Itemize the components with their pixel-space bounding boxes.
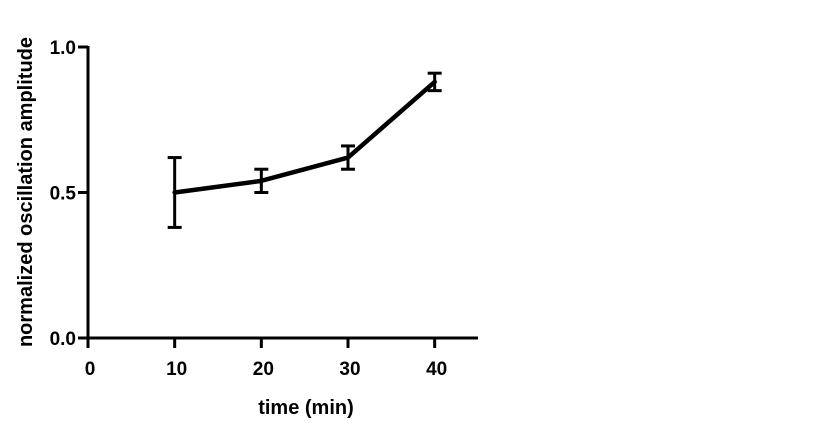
- x-tick-label: 10: [166, 359, 187, 380]
- series-line: [172, 79, 437, 195]
- y-tick-label: 0.0: [50, 329, 76, 350]
- error-bars: [167, 71, 442, 229]
- data-point: [346, 155, 350, 160]
- x-tick-label: 30: [339, 359, 360, 380]
- x-tick-label: 0: [85, 359, 96, 380]
- x-tick-label: 40: [426, 359, 447, 380]
- y-axis-label: normalized oscillation amplitude: [15, 37, 37, 347]
- data-point: [259, 178, 264, 183]
- x-axis-label: time (min): [258, 397, 354, 419]
- x-axis-ticks: 0 10 20 30 40: [85, 338, 447, 380]
- axes: [86, 46, 478, 340]
- data-point: [172, 190, 177, 195]
- x-tick-label: 20: [253, 359, 274, 380]
- series-lines: [172, 79, 437, 195]
- y-tick-label: 1.0: [50, 38, 76, 59]
- data-point: [432, 79, 437, 84]
- y-tick-label: 0.5: [50, 184, 77, 205]
- y-axis-ticks: 0.0 0.5 1.0: [50, 38, 88, 350]
